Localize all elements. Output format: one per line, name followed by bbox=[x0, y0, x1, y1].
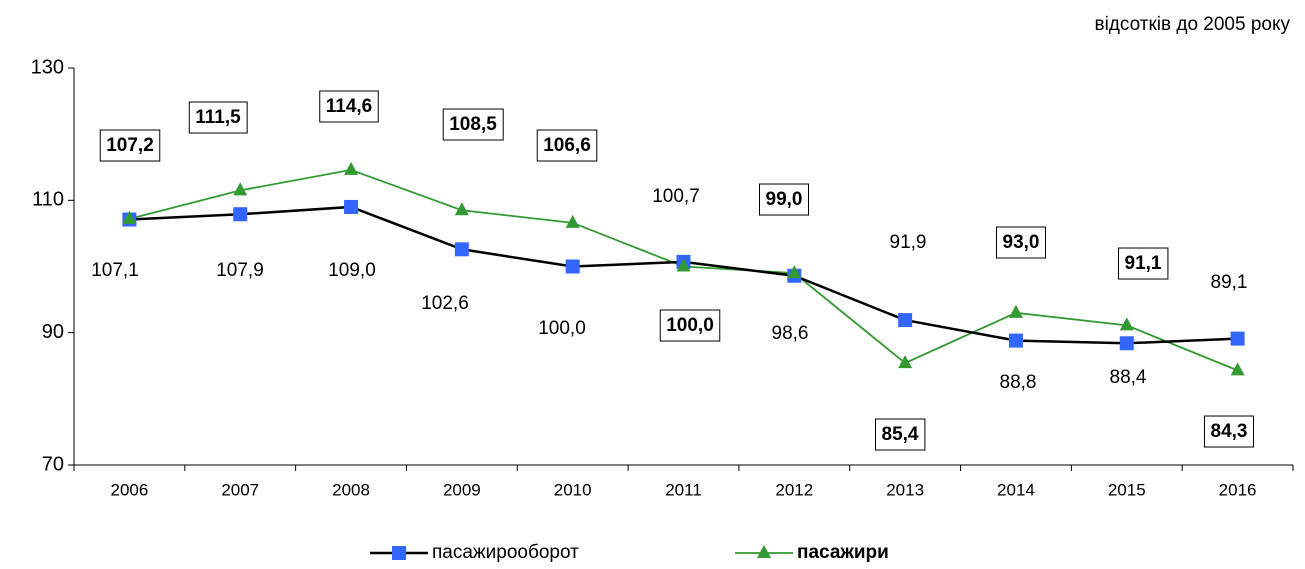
label-box bbox=[996, 226, 1046, 259]
marker bbox=[344, 199, 359, 214]
x-tick-label: 2009 bbox=[443, 480, 481, 499]
data-label: 89,1 bbox=[1211, 272, 1248, 293]
label-box bbox=[759, 183, 809, 216]
data-label: 100,0 bbox=[666, 315, 714, 336]
marker bbox=[122, 210, 137, 224]
label-box bbox=[536, 129, 598, 162]
y-tick-label: 90 bbox=[42, 321, 64, 343]
x-tick-label: 2006 bbox=[110, 480, 148, 499]
data-label: 84,3 bbox=[1211, 421, 1248, 442]
label-box bbox=[875, 418, 926, 451]
data-label: 107,2 bbox=[106, 135, 154, 156]
data-label: 111,5 bbox=[195, 107, 241, 128]
data-label: 107,1 bbox=[91, 260, 139, 281]
data-label: 91,1 bbox=[1125, 253, 1162, 274]
data-label: 108,5 bbox=[449, 114, 497, 135]
marker bbox=[676, 258, 691, 272]
marker bbox=[898, 355, 913, 369]
data-label: 99,0 bbox=[766, 189, 803, 210]
x-tick-label: 2008 bbox=[332, 480, 370, 499]
label-box bbox=[188, 101, 248, 134]
label-box bbox=[1204, 415, 1254, 448]
legend-label: пасажири bbox=[797, 542, 889, 563]
marker bbox=[898, 313, 913, 328]
x-tick-label: 2013 bbox=[886, 480, 924, 499]
marker bbox=[1008, 333, 1023, 348]
marker bbox=[787, 265, 802, 279]
marker bbox=[1119, 317, 1134, 331]
marker bbox=[1008, 304, 1023, 318]
x-tick-label: 2012 bbox=[775, 480, 813, 499]
data-label: 100,7 bbox=[652, 186, 700, 207]
marker bbox=[344, 161, 359, 175]
x-tick-label: 2015 bbox=[1108, 480, 1146, 499]
y-tick-label: 130 bbox=[31, 56, 64, 78]
label-box bbox=[99, 129, 161, 162]
data-label: 88,4 bbox=[1110, 367, 1147, 388]
y-tick-label: 110 bbox=[32, 189, 64, 211]
marker bbox=[1119, 336, 1134, 351]
legend-label: пасажирооборот bbox=[432, 542, 579, 563]
data-label: 93,0 bbox=[1003, 232, 1040, 253]
marker bbox=[392, 546, 406, 560]
marker bbox=[1230, 331, 1245, 346]
x-tick-label: 2010 bbox=[554, 480, 592, 499]
marker bbox=[233, 182, 248, 196]
x-tick-label: 2011 bbox=[665, 480, 702, 499]
x-tick-label: 2007 bbox=[221, 480, 259, 499]
y-tick-label: 70 bbox=[42, 453, 64, 475]
marker bbox=[233, 207, 248, 222]
label-box bbox=[442, 108, 504, 141]
data-label: 91,9 bbox=[890, 232, 927, 253]
x-tick-label: 2014 bbox=[997, 480, 1035, 499]
data-label: 106,6 bbox=[543, 135, 591, 156]
label-box bbox=[659, 309, 721, 342]
marker bbox=[1230, 362, 1245, 376]
chart-subtitle: відсотків до 2005 року bbox=[1094, 14, 1290, 35]
data-label: 98,6 bbox=[772, 323, 809, 344]
data-label: 109,0 bbox=[328, 260, 376, 281]
marker bbox=[757, 545, 771, 558]
data-label: 85,4 bbox=[882, 424, 919, 445]
marker bbox=[454, 242, 469, 257]
x-tick-label: 2016 bbox=[1219, 480, 1257, 499]
data-label: 107,9 bbox=[216, 260, 264, 281]
data-label: 114,6 bbox=[326, 96, 373, 117]
data-label: 88,8 bbox=[1000, 372, 1037, 393]
marker bbox=[454, 202, 469, 216]
marker bbox=[565, 214, 580, 228]
label-box bbox=[1118, 247, 1169, 280]
data-label: 102,6 bbox=[421, 293, 469, 314]
marker bbox=[565, 259, 580, 274]
data-label: 100,0 bbox=[538, 318, 586, 339]
label-box bbox=[319, 90, 379, 123]
